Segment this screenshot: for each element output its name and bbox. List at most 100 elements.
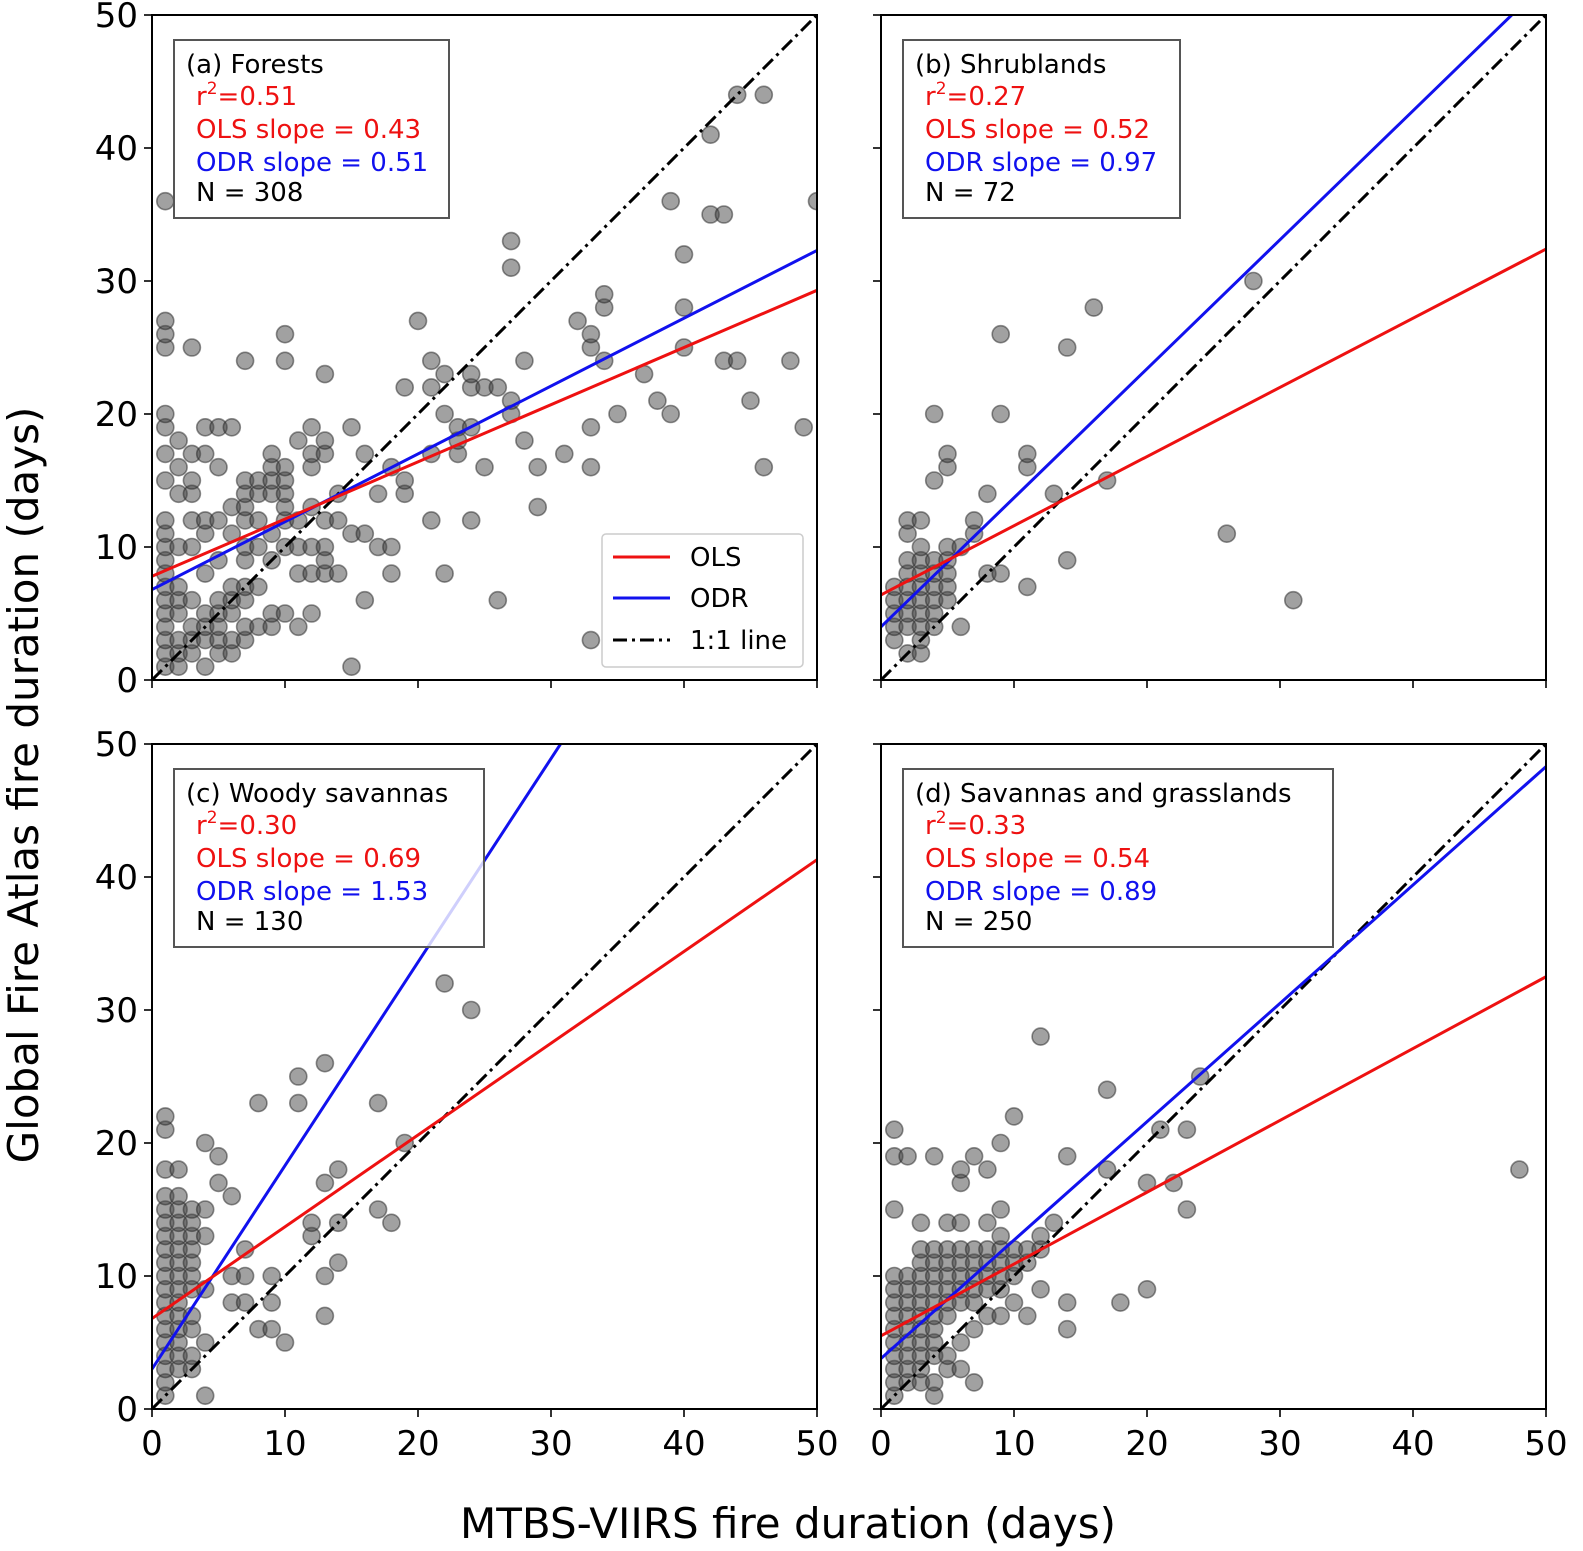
data-point bbox=[951, 1213, 971, 1233]
r-squared-label: r2=0.30 bbox=[196, 808, 297, 841]
odr-slope-label: ODR slope = 0.89 bbox=[925, 877, 1157, 907]
data-point bbox=[1284, 590, 1303, 610]
plot-area bbox=[881, 15, 1546, 680]
data-point bbox=[475, 457, 494, 477]
legend-frame bbox=[601, 533, 804, 668]
data-point bbox=[315, 1266, 335, 1286]
data-point bbox=[209, 457, 228, 477]
data-point bbox=[262, 444, 282, 464]
data-point bbox=[355, 444, 375, 464]
ols-slope-label: OLS slope = 0.43 bbox=[196, 115, 421, 145]
x-tick-label: 30 bbox=[529, 1424, 572, 1464]
data-point bbox=[1177, 1200, 1197, 1219]
data-point bbox=[275, 324, 295, 344]
data-point bbox=[435, 564, 454, 583]
one-to-one-line bbox=[881, 15, 1546, 680]
y-tick-label: 10 bbox=[95, 1257, 138, 1297]
axes-frame bbox=[151, 743, 818, 1410]
data-point bbox=[421, 511, 441, 530]
data-point bbox=[195, 1386, 215, 1405]
n-count-label: N = 72 bbox=[925, 178, 1016, 208]
data-point bbox=[1217, 524, 1237, 544]
data-point bbox=[1177, 1120, 1197, 1139]
data-point bbox=[408, 311, 428, 331]
data-point bbox=[741, 391, 760, 411]
data-point bbox=[1031, 1226, 1050, 1246]
data-point bbox=[209, 1173, 228, 1193]
data-point bbox=[395, 378, 415, 397]
data-point bbox=[991, 324, 1011, 344]
data-point bbox=[328, 1160, 348, 1179]
data-point bbox=[964, 1373, 984, 1392]
ols-regression-line bbox=[152, 858, 817, 1320]
stats-box bbox=[173, 768, 485, 948]
y-tick-label: 40 bbox=[95, 858, 138, 898]
odr-regression-line bbox=[152, 249, 817, 591]
data-point bbox=[661, 191, 681, 211]
data-point bbox=[435, 404, 454, 424]
x-tick-label: 0 bbox=[141, 1424, 163, 1464]
data-point bbox=[461, 364, 481, 384]
y-tick-label: 30 bbox=[95, 991, 138, 1031]
data-point bbox=[156, 191, 175, 211]
data-point bbox=[275, 604, 295, 623]
data-point bbox=[222, 417, 242, 437]
y-tick-label: 50 bbox=[95, 725, 138, 765]
data-point bbox=[342, 417, 361, 437]
y-tick-label: 10 bbox=[95, 528, 138, 568]
data-point bbox=[991, 1133, 1011, 1153]
legend-odr-label: ODR bbox=[690, 584, 749, 614]
data-point bbox=[382, 1213, 401, 1233]
data-point bbox=[991, 1200, 1011, 1219]
data-point bbox=[1031, 1280, 1050, 1299]
data-point bbox=[195, 657, 215, 677]
r-squared-label: r2=0.33 bbox=[925, 808, 1026, 841]
data-point bbox=[275, 457, 295, 477]
data-point bbox=[182, 590, 202, 610]
stats-box bbox=[902, 39, 1181, 219]
data-point bbox=[156, 444, 175, 464]
data-point bbox=[501, 258, 521, 278]
data-point bbox=[435, 364, 454, 384]
x-tick-label: 40 bbox=[662, 1424, 705, 1464]
data-point bbox=[156, 404, 175, 424]
data-point bbox=[594, 284, 614, 304]
ols-slope-label: OLS slope = 0.69 bbox=[196, 844, 421, 874]
data-point bbox=[951, 1359, 971, 1379]
panel-title: (a) Forests bbox=[186, 50, 324, 80]
data-point bbox=[169, 1186, 188, 1206]
data-point bbox=[382, 564, 401, 583]
axes-frame bbox=[880, 743, 1547, 1410]
ols-regression-line bbox=[881, 975, 1546, 1338]
data-point bbox=[714, 205, 734, 224]
data-point bbox=[754, 457, 774, 477]
data-point bbox=[342, 657, 361, 677]
odr-slope-label: ODR slope = 0.51 bbox=[196, 148, 428, 178]
data-point bbox=[421, 351, 441, 371]
x-tick-label: 20 bbox=[396, 1424, 439, 1464]
data-point bbox=[315, 1306, 335, 1326]
ols-regression-line bbox=[881, 247, 1546, 597]
data-point bbox=[501, 231, 521, 251]
data-point bbox=[315, 537, 335, 557]
data-point bbox=[781, 351, 800, 371]
data-point bbox=[674, 298, 694, 317]
data-point bbox=[1097, 1080, 1117, 1100]
data-point bbox=[568, 311, 587, 331]
n-count-label: N = 250 bbox=[925, 907, 1032, 937]
data-point bbox=[249, 577, 268, 597]
data-point bbox=[262, 1293, 282, 1312]
data-point bbox=[978, 1213, 997, 1233]
data-point bbox=[235, 1293, 255, 1312]
x-tick-label: 10 bbox=[992, 1424, 1035, 1464]
data-point bbox=[262, 1319, 282, 1339]
data-point bbox=[195, 444, 215, 464]
data-point bbox=[911, 537, 931, 557]
y-tick-label: 0 bbox=[116, 1390, 138, 1430]
data-point bbox=[195, 1333, 215, 1352]
data-point bbox=[515, 351, 534, 371]
stats-box bbox=[173, 39, 450, 219]
data-point bbox=[581, 630, 601, 650]
legend-one-to-one-label: 1:1 line bbox=[690, 626, 787, 656]
